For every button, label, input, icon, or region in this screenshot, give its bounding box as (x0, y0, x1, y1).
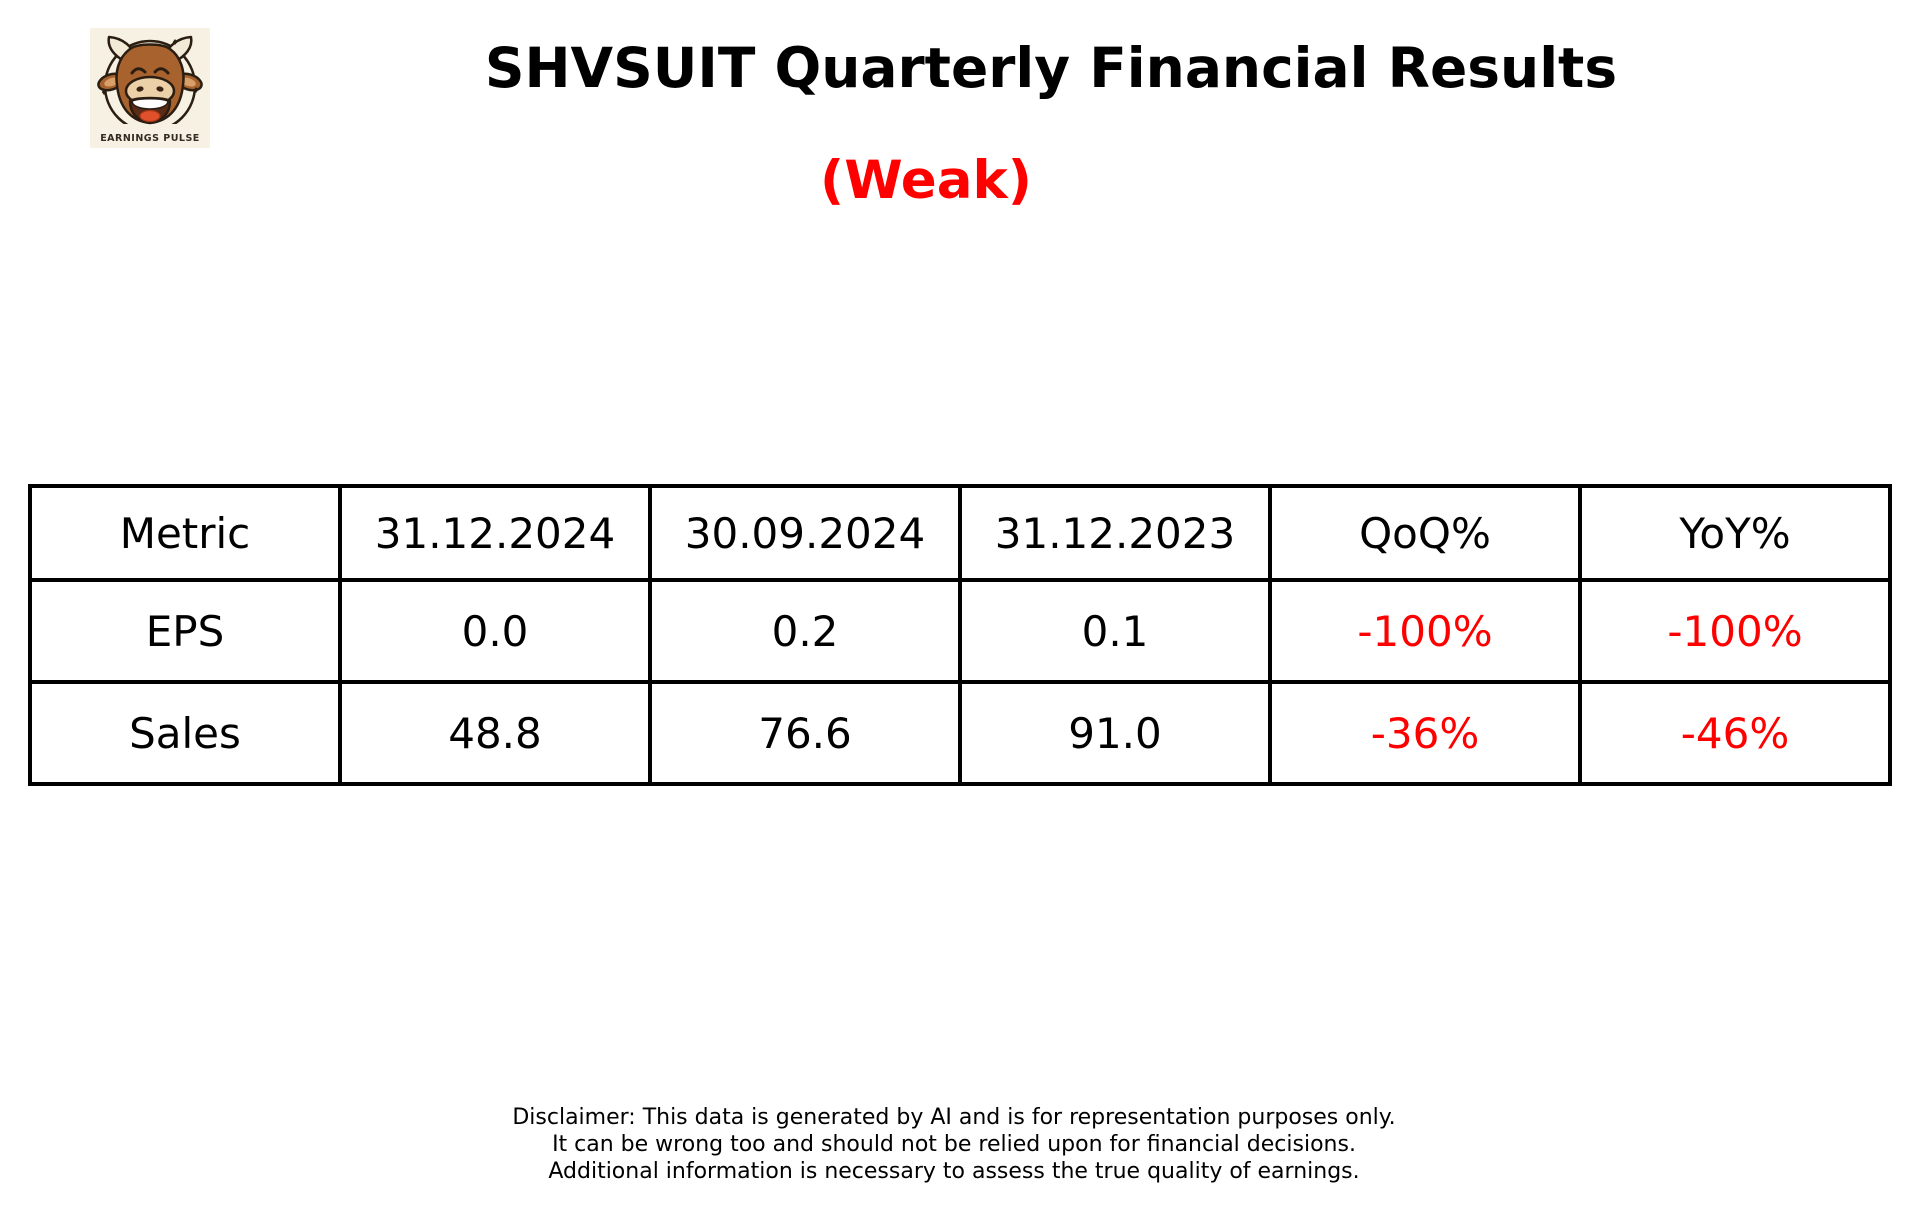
value-cell: 76.6 (648, 680, 962, 786)
column-header-yoy: YoY% (1578, 484, 1892, 582)
disclaimer-text: Disclaimer: This data is generated by AI… (304, 1104, 1604, 1185)
logo-brand-text: EARNINGS PULSE (100, 133, 200, 144)
column-header-qoq: QoQ% (1268, 484, 1582, 582)
disclaimer-line-2: It can be wrong too and should not be re… (552, 1132, 1356, 1157)
page-title: SHVSUIT Quarterly Financial Results (484, 36, 1618, 100)
qoq-change-cell: -36% (1268, 680, 1582, 786)
laughing-bull-icon: EARNINGS PULSE (90, 28, 210, 148)
value-cell: 0.0 (338, 578, 652, 684)
value-cell: 0.1 (958, 578, 1272, 684)
disclaimer-line-3: Additional information is necessary to a… (548, 1159, 1360, 1184)
qoq-change-cell: -100% (1268, 578, 1582, 684)
financial-results-table: Metric 31.12.2024 30.09.2024 31.12.2023 … (28, 484, 1892, 786)
earnings-pulse-logo: EARNINGS PULSE (90, 28, 210, 148)
yoy-change-cell: -100% (1578, 578, 1892, 684)
column-header-date-3: 31.12.2023 (958, 484, 1272, 582)
verdict-label: (Weak) (820, 150, 1032, 211)
column-header-metric: Metric (28, 484, 342, 582)
value-cell: 0.2 (648, 578, 962, 684)
table-header-row: Metric 31.12.2024 30.09.2024 31.12.2023 … (28, 484, 1892, 582)
table-row-eps: EPS 0.0 0.2 0.1 -100% -100% (28, 578, 1892, 684)
disclaimer-line-1: Disclaimer: This data is generated by AI… (512, 1105, 1396, 1130)
column-header-date-2: 30.09.2024 (648, 484, 962, 582)
value-cell: 48.8 (338, 680, 652, 786)
value-cell: 91.0 (958, 680, 1272, 786)
column-header-date-1: 31.12.2024 (338, 484, 652, 582)
metric-label: Sales (28, 680, 342, 786)
yoy-change-cell: -46% (1578, 680, 1892, 786)
table-row-sales: Sales 48.8 76.6 91.0 -36% -46% (28, 680, 1892, 786)
metric-label: EPS (28, 578, 342, 684)
